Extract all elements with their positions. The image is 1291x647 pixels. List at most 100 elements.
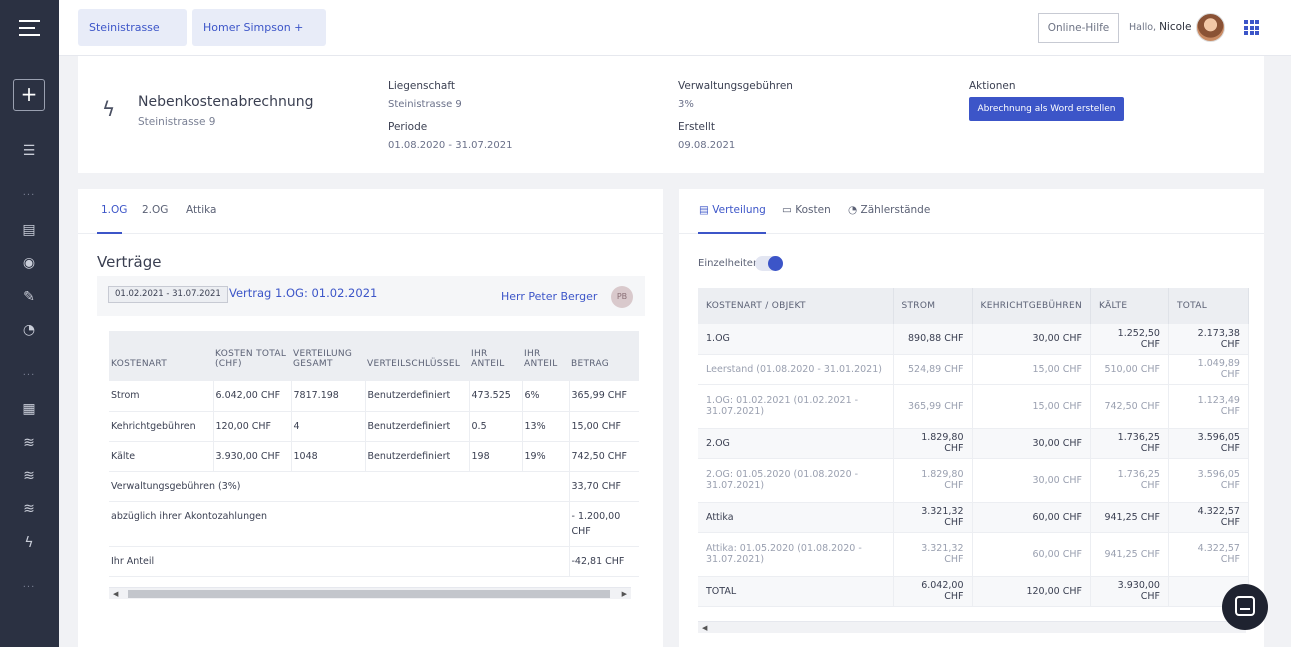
einzelheiten-label: Einzelheiten bbox=[698, 258, 760, 269]
einzelheiten-toggle[interactable] bbox=[755, 256, 783, 271]
col-header: STROM bbox=[893, 288, 973, 324]
cell: 60,00 CHF bbox=[972, 532, 1091, 577]
person-avatar: PB bbox=[611, 286, 633, 308]
cell: Benutzerdefiniert bbox=[365, 441, 470, 472]
summary-value: 33,70 CHF bbox=[569, 471, 639, 502]
scroll-left-icon[interactable]: ◀ bbox=[113, 590, 119, 598]
tab-verteilung[interactable]: ▤ Verteilung bbox=[699, 204, 766, 216]
separator-dots: ··· bbox=[22, 370, 36, 381]
cell: 1.OG bbox=[698, 324, 894, 355]
grid-apps-icon[interactable] bbox=[1244, 20, 1259, 35]
col-header: BETRAG bbox=[569, 331, 639, 381]
cell: 30,00 CHF bbox=[972, 428, 1091, 459]
col-header: VERTEILUNG GESAMT bbox=[291, 331, 365, 381]
page-subtitle: Steinistrasse 9 bbox=[138, 116, 216, 128]
cell: 13% bbox=[522, 411, 570, 442]
cell: 19% bbox=[522, 441, 570, 472]
cell: 890,88 CHF bbox=[893, 324, 973, 355]
plus-icon[interactable]: + bbox=[13, 79, 45, 111]
cell: 4 bbox=[291, 411, 366, 442]
document-icon: ▤ bbox=[699, 204, 713, 216]
server-icon[interactable]: ▤ bbox=[22, 222, 36, 238]
tab-1og[interactable]: 1.OG bbox=[101, 204, 128, 216]
distribution-card: ▤ Verteilung ▭ Kosten ◔ Zählerstände Ein… bbox=[679, 189, 1264, 647]
cell: Leerstand (01.08.2020 - 31.01.2021) bbox=[698, 354, 894, 385]
cell: 120,00 CHF bbox=[972, 576, 1091, 607]
cell: Kehrichtgebühren bbox=[109, 411, 214, 442]
verwaltung-value: 3% bbox=[678, 99, 694, 110]
separator-dots: ··· bbox=[22, 582, 36, 593]
periode-value: 01.08.2020 - 31.07.2021 bbox=[388, 140, 513, 151]
table-row: Attika 3.321,32 CHF 60,00 CHF 941,25 CHF 4.3… bbox=[698, 502, 1249, 533]
erstellt-value: 09.08.2021 bbox=[678, 140, 736, 151]
summary-label: Verwaltungsgebühren (3%) bbox=[109, 471, 570, 502]
table-icon[interactable]: ▦ bbox=[22, 401, 36, 417]
summary-value: -42,81 CHF bbox=[569, 546, 639, 577]
horizontal-scrollbar[interactable]: ◀ bbox=[698, 621, 1246, 633]
cell: 3.930,00 CHF bbox=[1090, 576, 1169, 607]
chat-icon[interactable] bbox=[1222, 584, 1268, 630]
chart-icon[interactable]: ◔ bbox=[22, 322, 36, 338]
cell: Benutzerdefiniert bbox=[365, 411, 470, 442]
property-dropdown[interactable]: Steinistrasse 9﹀ bbox=[78, 9, 187, 71]
cell: 30,00 CHF bbox=[972, 458, 1091, 503]
avatar[interactable] bbox=[1196, 13, 1225, 42]
contract-title-link[interactable]: Vertrag 1.OG: 01.02.2021 bbox=[229, 286, 378, 300]
distribution-table: KOSTENART / OBJEKT STROM KEHRICHTGEBÜHRE… bbox=[698, 288, 1249, 607]
sidebar: + ☰ ··· ▤ ◉ ✎ ◔ ··· ▦ ≋ ≋ ≋ ϟ ··· bbox=[0, 0, 59, 647]
col-header: TOTAL bbox=[1168, 288, 1249, 324]
stack-icon[interactable]: ≋ bbox=[23, 435, 35, 451]
cell: 3.321,32 CHF bbox=[893, 502, 973, 533]
cell: 3.596,05 CHF bbox=[1168, 458, 1249, 503]
aktionen-label: Aktionen bbox=[969, 80, 1016, 92]
col-header: KOSTENART / OBJEKT bbox=[698, 288, 894, 324]
tab-attika[interactable]: Attika bbox=[186, 204, 217, 216]
create-word-button[interactable]: Abrechnung als Word erstellen bbox=[969, 97, 1124, 121]
cell: 7817.198 bbox=[291, 381, 366, 412]
scroll-right-icon[interactable]: ▶ bbox=[621, 590, 627, 598]
erstellt-label: Erstellt bbox=[678, 121, 715, 133]
summary-card: ϟ Nebenkostenabrechnung Steinistrasse 9 … bbox=[78, 56, 1264, 173]
scrollbar-thumb[interactable] bbox=[128, 590, 610, 598]
lightning-icon[interactable]: ϟ bbox=[24, 535, 34, 551]
cell: 198 bbox=[469, 441, 523, 472]
summary-value: - 1.200,00 CHF bbox=[569, 501, 639, 547]
active-tab-indicator bbox=[698, 232, 766, 234]
cell: 1.736,25 CHF bbox=[1090, 428, 1169, 459]
cell: 1.829,80 CHF bbox=[893, 458, 973, 503]
cell: 742,50 CHF bbox=[1090, 384, 1169, 429]
table-row: 2.OG 1.829,80 CHF 30,00 CHF 1.736,25 CHF 3.5… bbox=[698, 428, 1249, 459]
stack-icon[interactable]: ≋ bbox=[23, 468, 35, 484]
tab-2og[interactable]: 2.OG bbox=[142, 204, 169, 216]
scroll-left-icon[interactable]: ◀ bbox=[702, 624, 708, 632]
cell: TOTAL bbox=[698, 576, 894, 607]
cell: 3.321,32 CHF bbox=[893, 532, 973, 577]
help-button[interactable]: Online-Hilfe bbox=[1038, 13, 1119, 43]
horizontal-scrollbar[interactable]: ◀ ▶ bbox=[109, 587, 631, 599]
cell: 30,00 CHF bbox=[972, 324, 1091, 355]
col-header: VERTEILSCHLÜSSEL bbox=[365, 331, 469, 381]
table-row: Leerstand (01.08.2020 - 31.01.2021) 524,8… bbox=[698, 354, 1249, 385]
database-icon[interactable]: ☰ bbox=[22, 143, 36, 159]
menu-icon[interactable] bbox=[19, 20, 40, 41]
cell: 4.322,57 CHF bbox=[1168, 532, 1249, 577]
cell: 742,50 CHF bbox=[569, 441, 639, 472]
contract-header: 01.02.2021 - 31.07.2021 Vertrag 1.OG: 01… bbox=[97, 276, 645, 316]
greeting: Hallo, Nicole bbox=[1129, 21, 1192, 33]
person-link[interactable]: Herr Peter Berger bbox=[501, 290, 598, 303]
cell: 524,89 CHF bbox=[893, 354, 973, 385]
cell: Benutzerdefiniert bbox=[365, 381, 470, 412]
tenant-dropdown[interactable]: Homer Simpson + 2﹀ bbox=[192, 9, 326, 71]
edit-icon[interactable]: ✎ bbox=[23, 289, 35, 305]
summary-label: Ihr Anteil bbox=[109, 546, 570, 577]
tab-zaehlerstaende[interactable]: ◔ Zählerstände bbox=[848, 204, 931, 216]
users-icon[interactable]: ◉ bbox=[22, 255, 36, 271]
lightning-icon: ϟ bbox=[102, 97, 116, 121]
cell: 120,00 CHF bbox=[213, 411, 292, 442]
tab-kosten[interactable]: ▭ Kosten bbox=[782, 204, 831, 216]
stack-icon[interactable]: ≋ bbox=[23, 501, 35, 517]
table-row: 1.OG: 01.02.2021 (01.02.2021 - 31.07.202… bbox=[698, 384, 1249, 429]
distribution-tabs: ▤ Verteilung ▭ Kosten ◔ Zählerstände bbox=[679, 189, 1264, 234]
cell: 6.042,00 CHF bbox=[213, 381, 292, 412]
cell: 2.173,38 CHF bbox=[1168, 324, 1249, 355]
